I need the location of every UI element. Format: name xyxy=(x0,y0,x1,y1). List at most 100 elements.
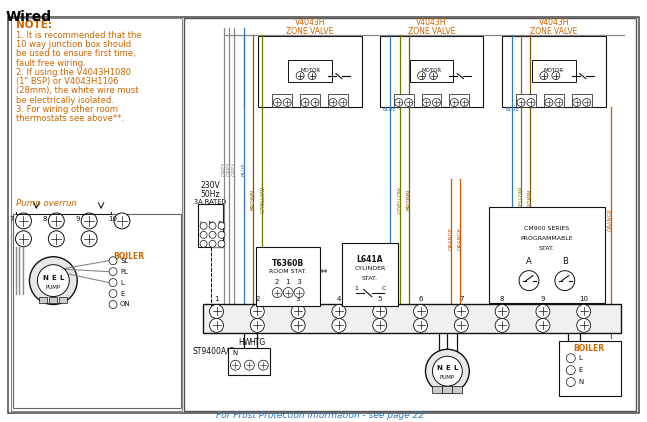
Circle shape xyxy=(209,222,216,230)
Text: thermostats see above**.: thermostats see above**. xyxy=(16,114,124,123)
Circle shape xyxy=(576,305,591,319)
Bar xyxy=(452,386,463,393)
Circle shape xyxy=(311,98,319,106)
Circle shape xyxy=(454,305,468,319)
Text: PROGRAMMABLE: PROGRAMMABLE xyxy=(521,236,573,241)
Bar xyxy=(288,60,332,81)
Text: E: E xyxy=(51,275,56,281)
Text: N: N xyxy=(579,379,584,385)
Circle shape xyxy=(454,319,468,333)
Text: ZONE VALVE: ZONE VALVE xyxy=(287,27,334,36)
Circle shape xyxy=(291,305,305,319)
Circle shape xyxy=(373,319,387,333)
Text: N: N xyxy=(437,365,443,371)
Circle shape xyxy=(250,319,264,333)
Text: T6360B: T6360B xyxy=(272,259,304,268)
Text: ON: ON xyxy=(120,301,131,308)
Text: 10: 10 xyxy=(108,216,117,222)
Circle shape xyxy=(527,98,535,106)
Circle shape xyxy=(552,72,560,80)
Text: ORANGE: ORANGE xyxy=(458,227,463,250)
Circle shape xyxy=(545,98,553,106)
Text: CYLINDER: CYLINDER xyxy=(354,266,386,271)
Bar xyxy=(272,94,292,108)
Bar xyxy=(184,18,637,411)
Circle shape xyxy=(332,305,346,319)
Circle shape xyxy=(109,300,117,308)
Text: A: A xyxy=(526,257,532,266)
Bar xyxy=(432,386,443,393)
Text: 8: 8 xyxy=(500,295,505,301)
Text: L: L xyxy=(579,355,582,361)
Text: BOILER: BOILER xyxy=(573,344,604,353)
Circle shape xyxy=(272,287,282,298)
Bar xyxy=(258,36,362,108)
Circle shape xyxy=(38,265,69,297)
Text: BROWN: BROWN xyxy=(251,188,256,210)
Text: 9: 9 xyxy=(75,216,80,222)
Text: STAT.: STAT. xyxy=(362,276,378,281)
Text: L: L xyxy=(59,275,63,281)
Text: 2: 2 xyxy=(255,295,259,301)
Text: BLUE: BLUE xyxy=(505,108,519,113)
Circle shape xyxy=(109,289,117,298)
Circle shape xyxy=(109,279,117,287)
Text: 5: 5 xyxy=(378,295,382,301)
Circle shape xyxy=(200,231,207,238)
Bar xyxy=(393,94,413,108)
Text: Wired: Wired xyxy=(6,10,52,24)
Text: 7: 7 xyxy=(459,295,463,301)
Circle shape xyxy=(329,98,337,106)
Text: MOTOR: MOTOR xyxy=(300,68,320,73)
Circle shape xyxy=(308,72,316,80)
Bar xyxy=(443,386,452,393)
Circle shape xyxy=(209,240,216,247)
Circle shape xyxy=(210,319,223,333)
Circle shape xyxy=(332,319,346,333)
Bar xyxy=(410,60,454,81)
Bar xyxy=(12,214,181,408)
Text: GREY: GREY xyxy=(227,162,232,176)
Bar xyxy=(544,94,564,108)
Text: (28mm), the white wire must: (28mm), the white wire must xyxy=(16,87,138,95)
Text: GREY: GREY xyxy=(222,162,227,176)
Text: 10: 10 xyxy=(579,295,588,301)
Bar xyxy=(203,303,620,333)
Text: 3. For wiring other room: 3. For wiring other room xyxy=(16,105,117,114)
Bar xyxy=(421,94,441,108)
Circle shape xyxy=(495,305,509,319)
Text: BLUE: BLUE xyxy=(242,162,247,176)
Text: MOTOR: MOTOR xyxy=(543,68,564,73)
Circle shape xyxy=(49,213,64,229)
Text: 230V: 230V xyxy=(201,181,221,190)
Circle shape xyxy=(114,213,130,229)
Bar xyxy=(300,94,320,108)
Circle shape xyxy=(566,366,575,375)
Circle shape xyxy=(81,213,97,229)
Text: 3: 3 xyxy=(296,295,300,301)
Circle shape xyxy=(432,98,441,106)
Text: BLUE: BLUE xyxy=(383,108,397,113)
Circle shape xyxy=(422,98,430,106)
Bar xyxy=(450,94,469,108)
Bar xyxy=(228,348,270,375)
Circle shape xyxy=(460,98,468,106)
Circle shape xyxy=(49,231,64,247)
Circle shape xyxy=(210,305,223,319)
Circle shape xyxy=(250,305,264,319)
Text: ZONE VALVE: ZONE VALVE xyxy=(530,27,578,36)
Text: 2. If using the V4043H1080: 2. If using the V4043H1080 xyxy=(16,68,131,77)
Text: SL: SL xyxy=(120,258,128,264)
Text: L: L xyxy=(120,280,124,286)
Text: 10 way junction box should: 10 way junction box should xyxy=(16,40,131,49)
Circle shape xyxy=(16,213,32,229)
Circle shape xyxy=(583,98,591,106)
Circle shape xyxy=(291,319,305,333)
Text: fault free wiring.: fault free wiring. xyxy=(16,59,85,68)
Circle shape xyxy=(339,98,347,106)
Circle shape xyxy=(373,305,387,319)
Circle shape xyxy=(536,305,550,319)
Text: PUMP: PUMP xyxy=(440,375,455,380)
Circle shape xyxy=(218,240,225,247)
Bar xyxy=(39,297,47,303)
